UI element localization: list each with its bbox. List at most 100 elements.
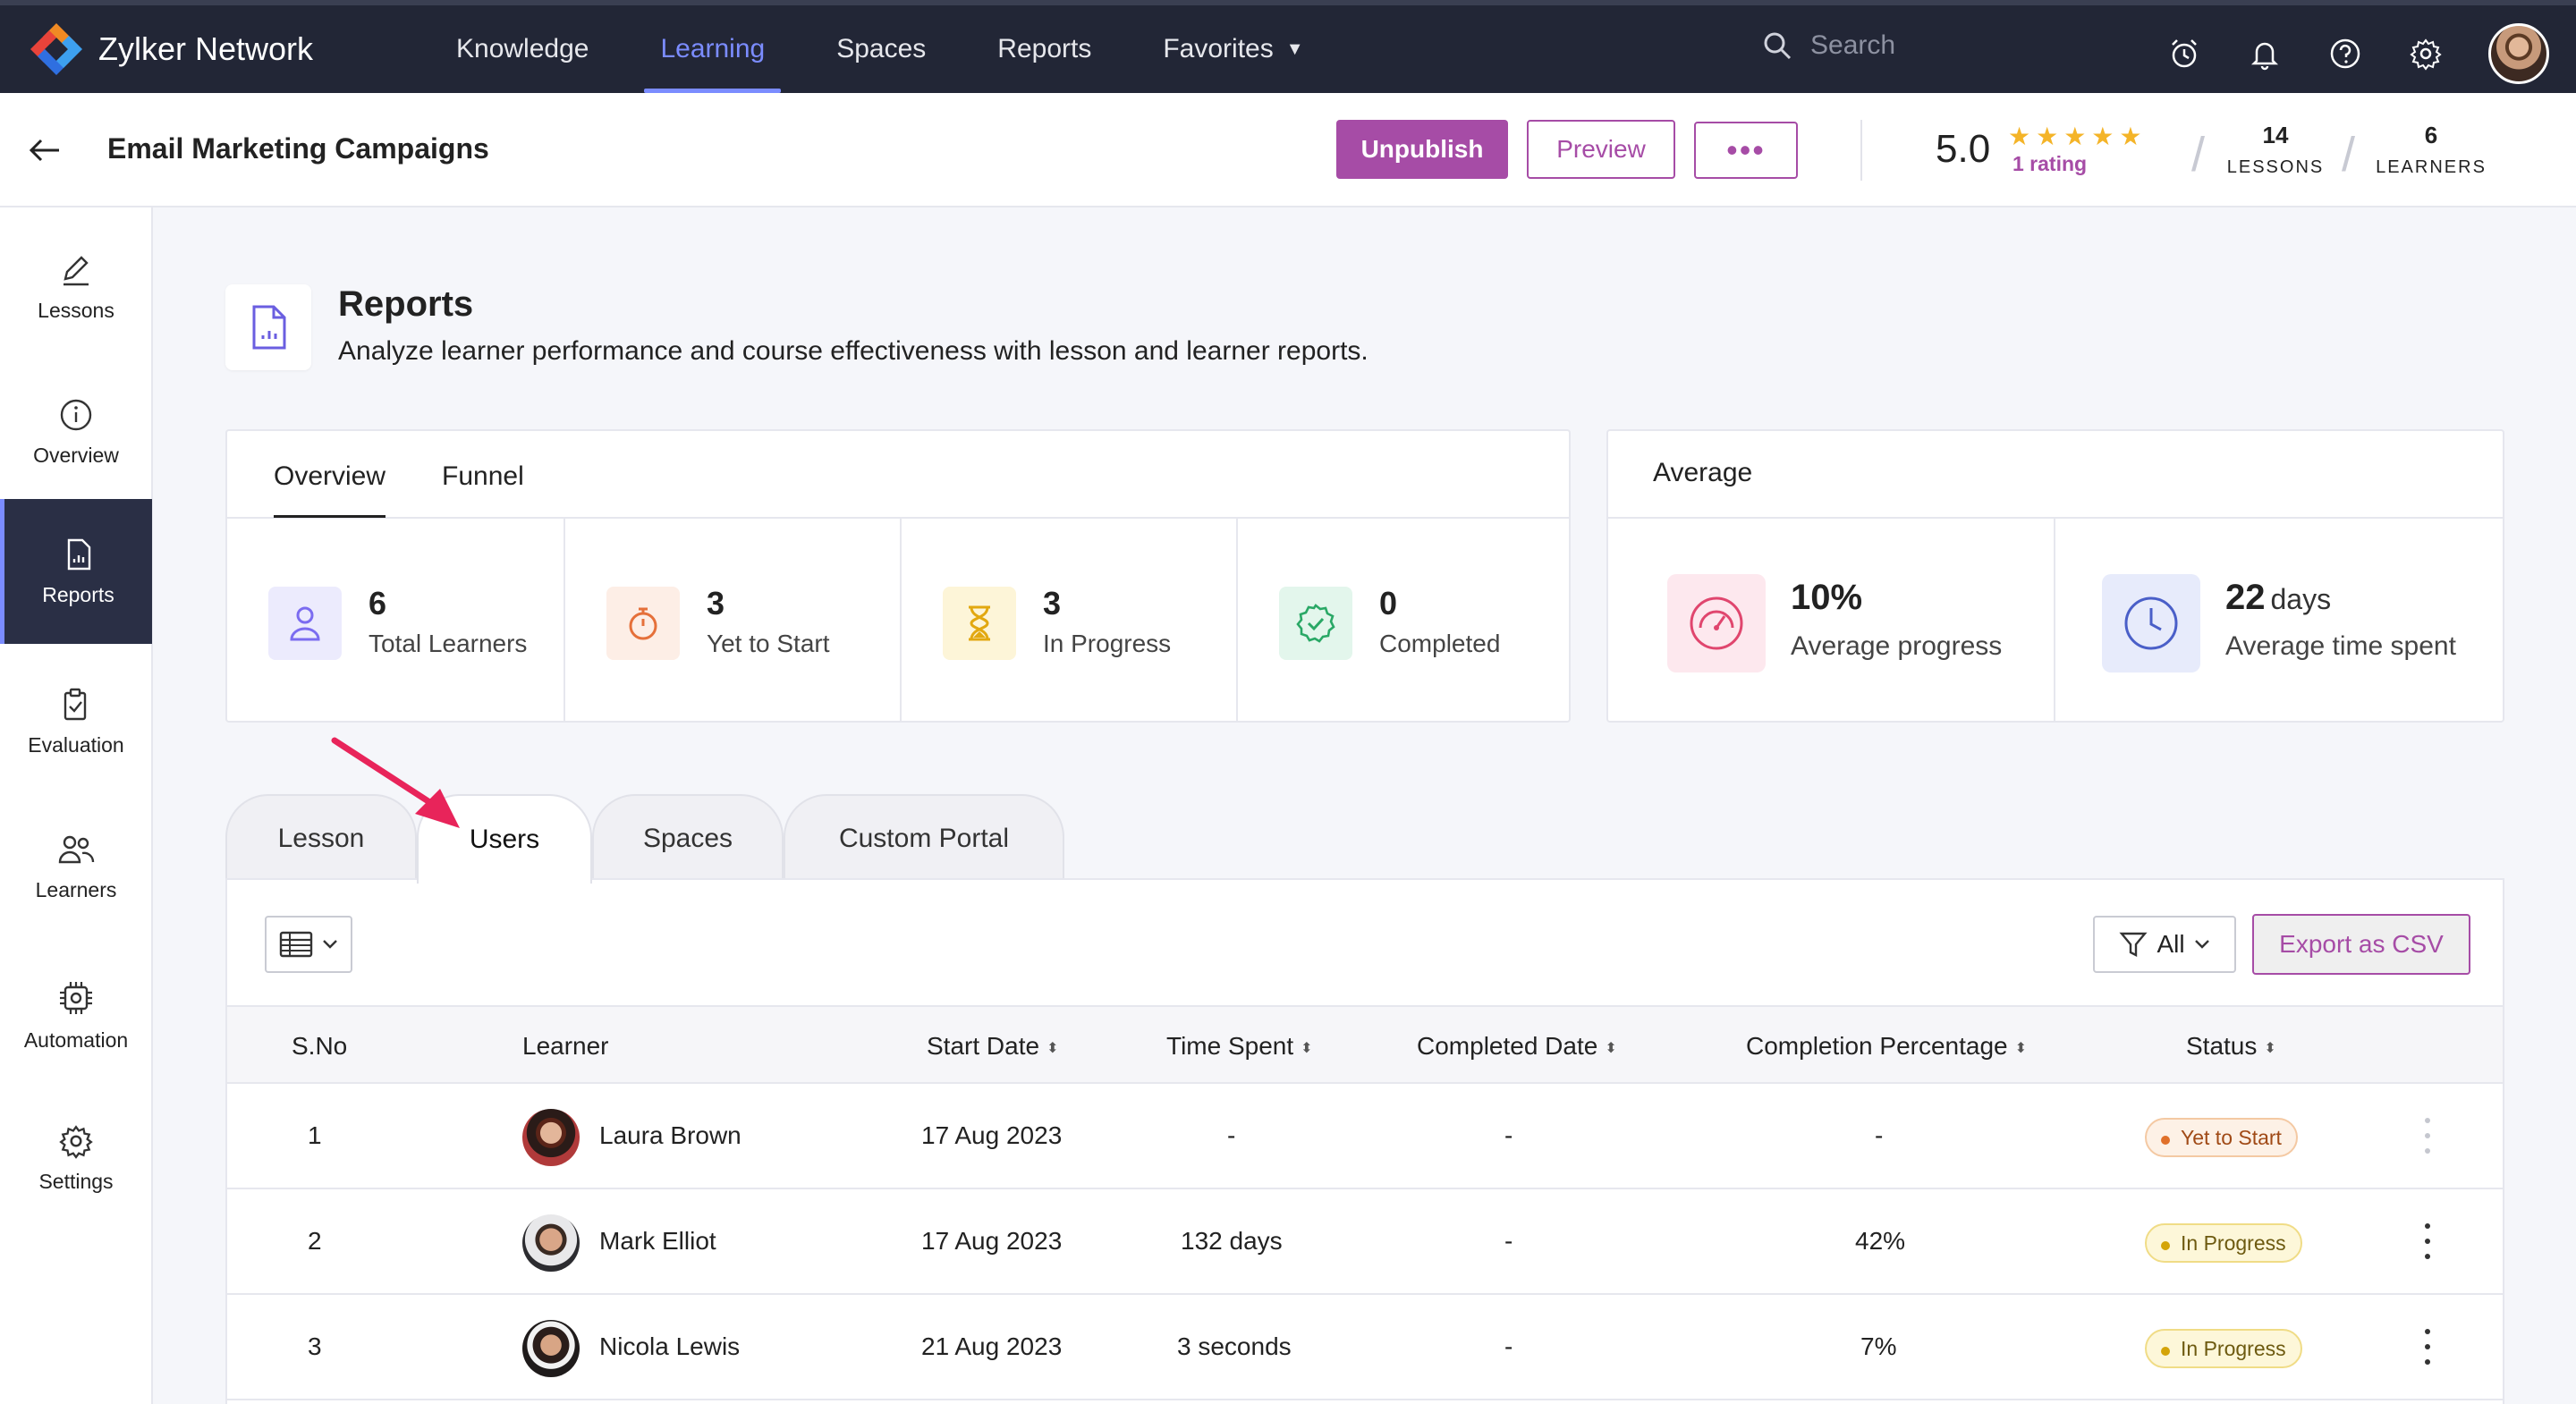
cell-time-spent: 132 days [1181, 1227, 1283, 1255]
average-progress-label: Average progress [1791, 631, 2003, 661]
help-icon[interactable] [2327, 36, 2363, 72]
column-header-completion-percentage[interactable]: Completion Percentage ⬍ [1746, 1032, 2027, 1061]
average-time-label: Average time spent [2225, 631, 2456, 661]
cell-learner[interactable]: Nicola Lewis [599, 1332, 741, 1360]
nav-favorites[interactable]: Favorites ▼ [1127, 5, 1339, 93]
column-header-completed-date[interactable]: Completed Date ⬍ [1417, 1032, 1617, 1061]
brand[interactable]: Zylker Network [27, 20, 420, 79]
column-header-status[interactable]: Status ⬍ [2186, 1032, 2276, 1061]
nav-favorites-label: Favorites [1163, 34, 1274, 63]
caret-down-icon: ▼ [1285, 38, 1304, 59]
sidebar-item-settings[interactable]: Settings [0, 1086, 152, 1231]
column-header-time-spent[interactable]: Time Spent ⬍ [1166, 1032, 1313, 1061]
tab-funnel[interactable]: Funnel [442, 461, 524, 491]
rating-count[interactable]: 1 rating [2012, 152, 2088, 175]
sidebar-item-automation[interactable]: Automation [0, 943, 152, 1087]
column-header-sno: S.No [292, 1032, 347, 1061]
alarm-icon[interactable] [2166, 36, 2202, 72]
overview-tabs: Overview Funnel [227, 431, 1569, 519]
search-box[interactable]: Search [1762, 30, 1895, 61]
column-header-label: Start Date [927, 1032, 1040, 1060]
sort-icon[interactable]: ⬍ [1605, 1040, 1617, 1056]
search-input[interactable]: Search [1810, 30, 1896, 60]
tab-custom-portal[interactable]: Custom Portal [784, 794, 1064, 882]
sidebar-item-label: Lessons [38, 298, 114, 322]
status-badge: Yet to Start [2145, 1118, 2298, 1157]
status-filter-dropdown[interactable]: All [2093, 916, 2236, 973]
filter-value: All [2157, 930, 2185, 958]
stopwatch-icon [606, 587, 680, 660]
brand-name: Zylker Network [98, 30, 314, 67]
table-row[interactable]: 1 Laura Brown 17 Aug 2023 - - - Yet to S… [227, 1084, 2503, 1189]
nav-spaces-label: Spaces [836, 34, 927, 63]
learners-count: 6 [2424, 122, 2438, 148]
sort-icon[interactable]: ⬍ [1301, 1040, 1313, 1056]
report-icon [67, 538, 90, 570]
divider [1860, 120, 1862, 181]
tab-spaces[interactable]: Spaces [592, 794, 784, 882]
cell-learner[interactable]: Mark Elliot [599, 1227, 716, 1255]
nav-knowledge[interactable]: Knowledge [420, 5, 624, 93]
cell-completion-percentage: 42% [1855, 1227, 1906, 1255]
average-time-value: 22 days [2225, 578, 2331, 618]
settings-icon[interactable] [2408, 36, 2444, 72]
average-time-spent: 22 days Average time spent [2055, 519, 2503, 721]
sidebar-item-learners[interactable]: Learners [0, 794, 152, 939]
column-header-label: Time Spent [1166, 1032, 1294, 1060]
tab-overview[interactable]: Overview [274, 461, 386, 518]
clipboard-icon [64, 688, 87, 720]
sidebar-item-label: Learners [35, 877, 117, 901]
back-arrow-icon[interactable] [27, 132, 63, 173]
sidebar-item-reports[interactable]: Reports [0, 499, 152, 644]
user-avatar[interactable] [2488, 23, 2549, 84]
sidebar-item-lessons[interactable]: Lessons [0, 215, 152, 359]
column-header-start-date[interactable]: Start Date ⬍ [927, 1032, 1058, 1061]
sidebar-item-label: Reports [42, 582, 114, 606]
bell-icon[interactable] [2247, 36, 2283, 72]
preview-button[interactable]: Preview [1527, 120, 1675, 179]
nav-learning[interactable]: Learning [624, 5, 801, 93]
metric-value: 6 [369, 585, 387, 622]
avatar [522, 1109, 580, 1166]
export-csv-button[interactable]: Export as CSV [2252, 914, 2470, 975]
info-icon [60, 399, 92, 430]
cell-completed-date: - [1504, 1227, 1513, 1255]
lessons-label: LESSONS [2226, 157, 2325, 177]
top-icons [2166, 23, 2549, 84]
more-options-button[interactable]: ••• [1694, 122, 1798, 179]
hourglass-icon [943, 587, 1016, 660]
top-navigation-bar: Zylker Network Knowledge Learning Spaces… [0, 0, 2576, 93]
metric-in-progress: 3 In Progress [902, 519, 1238, 721]
cell-sno: 1 [308, 1121, 322, 1149]
sort-icon[interactable]: ⬍ [1046, 1040, 1059, 1056]
table-row[interactable]: 3 Nicola Lewis 21 Aug 2023 3 seconds - 7… [227, 1295, 2503, 1400]
status-badge: In Progress [2145, 1329, 2302, 1368]
divider: / [2342, 128, 2356, 182]
metric-value: 0 [1379, 585, 1398, 622]
nav-reports[interactable]: Reports [962, 5, 1127, 93]
column-header-label: S.No [292, 1032, 348, 1060]
metric-value: 3 [1043, 585, 1062, 622]
clock-icon [2102, 574, 2200, 672]
divider: / [2191, 128, 2206, 182]
sort-icon[interactable]: ⬍ [2264, 1040, 2276, 1056]
row-menu-icon[interactable] [2419, 1329, 2436, 1365]
row-menu-icon[interactable] [2419, 1223, 2436, 1259]
sidebar-item-label: Automation [23, 1028, 129, 1052]
sidebar-item-overview[interactable]: Overview [0, 359, 152, 504]
tab-users[interactable]: Users [417, 794, 592, 884]
row-menu-icon[interactable] [2419, 1118, 2436, 1154]
unpublish-button[interactable]: Unpublish [1336, 120, 1508, 179]
average-card: Average 10% Average progress 22 days Aver… [1606, 429, 2504, 723]
metric-completed: 0 Completed [1238, 519, 1571, 721]
table-view-toggle[interactable] [265, 916, 352, 973]
column-header-label: Learner [522, 1032, 609, 1060]
nav-spaces[interactable]: Spaces [801, 5, 962, 93]
check-badge-icon [1279, 587, 1352, 660]
sidebar-item-evaluation[interactable]: Evaluation [0, 649, 152, 794]
sort-icon[interactable]: ⬍ [2014, 1040, 2028, 1056]
nav-reports-label: Reports [997, 34, 1092, 63]
cell-learner[interactable]: Laura Brown [599, 1121, 741, 1149]
table-row[interactable]: 2 Mark Elliot 17 Aug 2023 132 days - 42%… [227, 1189, 2503, 1295]
tab-lesson[interactable]: Lesson [225, 794, 417, 882]
